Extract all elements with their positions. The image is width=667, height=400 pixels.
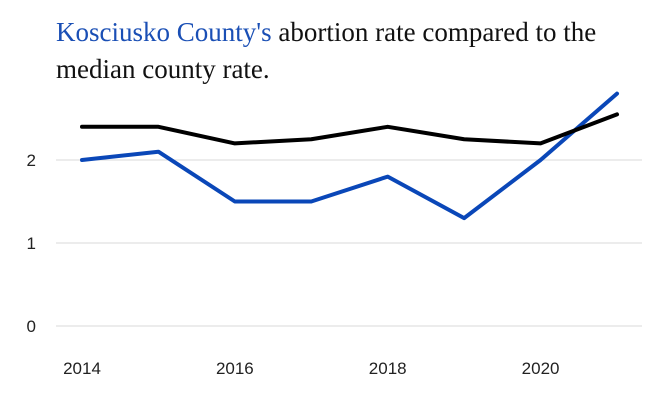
x-tick-label: 2016 xyxy=(216,359,254,378)
y-tick-label: 1 xyxy=(27,234,36,253)
y-tick-label: 0 xyxy=(27,317,36,336)
x-tick-label: 2014 xyxy=(63,359,101,378)
x-tick-label: 2020 xyxy=(522,359,560,378)
median-rate-line xyxy=(80,112,619,146)
series-lines xyxy=(80,91,619,221)
x-axis-tick-labels: 2014 2016 2018 2020 xyxy=(63,359,559,378)
county-name: Kosciusko County's xyxy=(56,17,272,47)
county-rate-line xyxy=(80,91,619,221)
y-axis-tick-labels: 0 1 2 xyxy=(27,151,36,336)
gridlines xyxy=(56,159,642,327)
chart-title: Kosciusko County's abortion rate compare… xyxy=(56,14,656,88)
title-rest: abortion rate compared to the median cou… xyxy=(56,17,597,84)
y-tick-label: 2 xyxy=(27,151,36,170)
x-tick-label: 2018 xyxy=(369,359,407,378)
